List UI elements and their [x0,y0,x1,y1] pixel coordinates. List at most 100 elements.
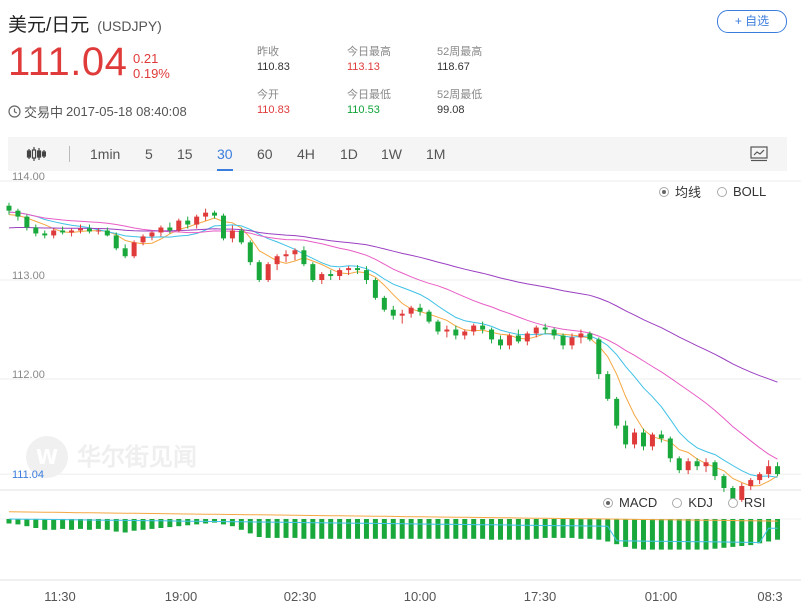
macd-bar [77,519,83,529]
candle-body [587,333,593,340]
interval-60[interactable]: 60 [257,146,273,162]
add-watchlist-button[interactable]: + 自选 [717,10,787,33]
candlestick-icon[interactable] [26,146,46,162]
macd-bar [757,519,763,544]
candle-body [212,212,218,216]
macd-bar [363,519,369,539]
radio-macd[interactable] [603,497,613,508]
radio-boll[interactable] [717,186,728,197]
interval-30[interactable]: 30 [217,137,233,171]
macd-bar [292,519,298,538]
macd-bar [515,519,521,540]
candle-body [69,230,75,233]
macd-bar [435,519,441,539]
macd-bar [131,519,137,531]
option-ma[interactable]: 均线 [659,182,701,201]
macd-bar [6,519,12,524]
macd-bar [489,519,495,540]
macd-bar [480,519,486,539]
candle-body [328,274,334,277]
x-tick-label: 08:3 [757,589,782,604]
main-indicator-options: 均线 BOLL [659,182,766,201]
ma10-line [8,211,778,478]
interval-1min[interactable]: 1min [90,146,121,162]
macd-dea-line [8,511,778,522]
radio-ma[interactable] [659,186,669,197]
macd-bar [33,519,39,528]
radio-rsi[interactable] [727,497,738,508]
candle-body [274,256,280,265]
stat-prev-close: 昨收 110.83 [257,45,290,75]
option-macd[interactable]: MACD [603,495,657,510]
stat-open: 今开 110.83 [257,88,290,118]
candle-body [238,230,244,243]
macd-bar [569,519,575,538]
candle-body [453,329,459,336]
macd-bar [721,519,727,548]
candle-body [569,337,575,346]
interval-1w[interactable]: 1W [381,146,402,162]
option-rsi[interactable]: RSI [727,495,766,510]
candle-body [390,309,396,316]
macd-bar [355,519,361,539]
price-chart[interactable]: W 华尔街见闻 114.00 113.00 112.00 111.04 11:30 19… [0,172,801,610]
macd-bar [694,519,700,550]
candle-body [113,235,119,249]
x-tick-label: 02:30 [284,589,317,604]
candle-body [506,335,512,346]
option-boll[interactable]: BOLL [717,182,766,201]
radio-kdj[interactable] [672,497,683,508]
candle-body [614,398,620,426]
y-axis-labels: 114.00 113.00 112.00 111.04 [12,172,45,481]
x-axis-labels: 11:30 19:00 02:30 10:00 17:30 01:00 08:3 [44,589,782,604]
macd-bar [730,519,736,547]
candle-body [462,331,468,336]
candle-body [640,432,646,447]
option-kdj[interactable]: KDJ [672,495,713,510]
fullscreen-chart-icon[interactable] [750,146,768,162]
stat-low: 今日最低 110.53 [347,88,391,118]
stat-label: 今开 [257,89,279,101]
sub-indicator-options: MACD KDJ RSI [603,495,766,510]
stat-label: 52周最高 [437,46,483,58]
candle-body [203,212,209,217]
ma20-line [8,211,778,460]
option-ma-label: 均线 [675,185,702,200]
candle-body [596,339,602,375]
candle-body [355,268,361,271]
candle-body [149,232,155,237]
interval-1m[interactable]: 1M [426,146,446,162]
candle-body [649,434,655,447]
candle-body [721,476,727,488]
candle-body [60,230,66,233]
interval-1d[interactable]: 1D [340,146,358,162]
macd-bar [274,519,280,538]
macd-bar [381,519,387,539]
candle-body [372,280,378,298]
interval-5[interactable]: 5 [145,146,153,162]
candle-body [176,220,182,231]
macd-bar [104,519,110,530]
interval-4h[interactable]: 4H [297,146,315,162]
macd-bar [42,519,48,530]
candle-body [578,333,584,338]
macd-bar [69,519,75,530]
macd-bar [15,519,21,525]
macd-bar [229,519,235,527]
candle-body [524,333,530,342]
interval-toolbar: 1min 5 15 30 60 4H 1D 1W 1M [8,137,787,171]
candle-body [265,264,271,280]
interval-15[interactable]: 15 [177,146,193,162]
toolbar-divider [69,146,70,162]
candle-body [551,329,557,336]
macd-bar [614,519,620,545]
macd-bar [578,519,584,539]
candle-body [256,262,262,280]
candle-body [310,264,316,280]
macd-bar [158,519,164,528]
candle-body [658,434,664,439]
candle-body [757,474,763,481]
macd-bar [390,519,396,539]
stat-high: 今日最高 113.13 [347,45,391,75]
macd-bar [766,519,772,542]
